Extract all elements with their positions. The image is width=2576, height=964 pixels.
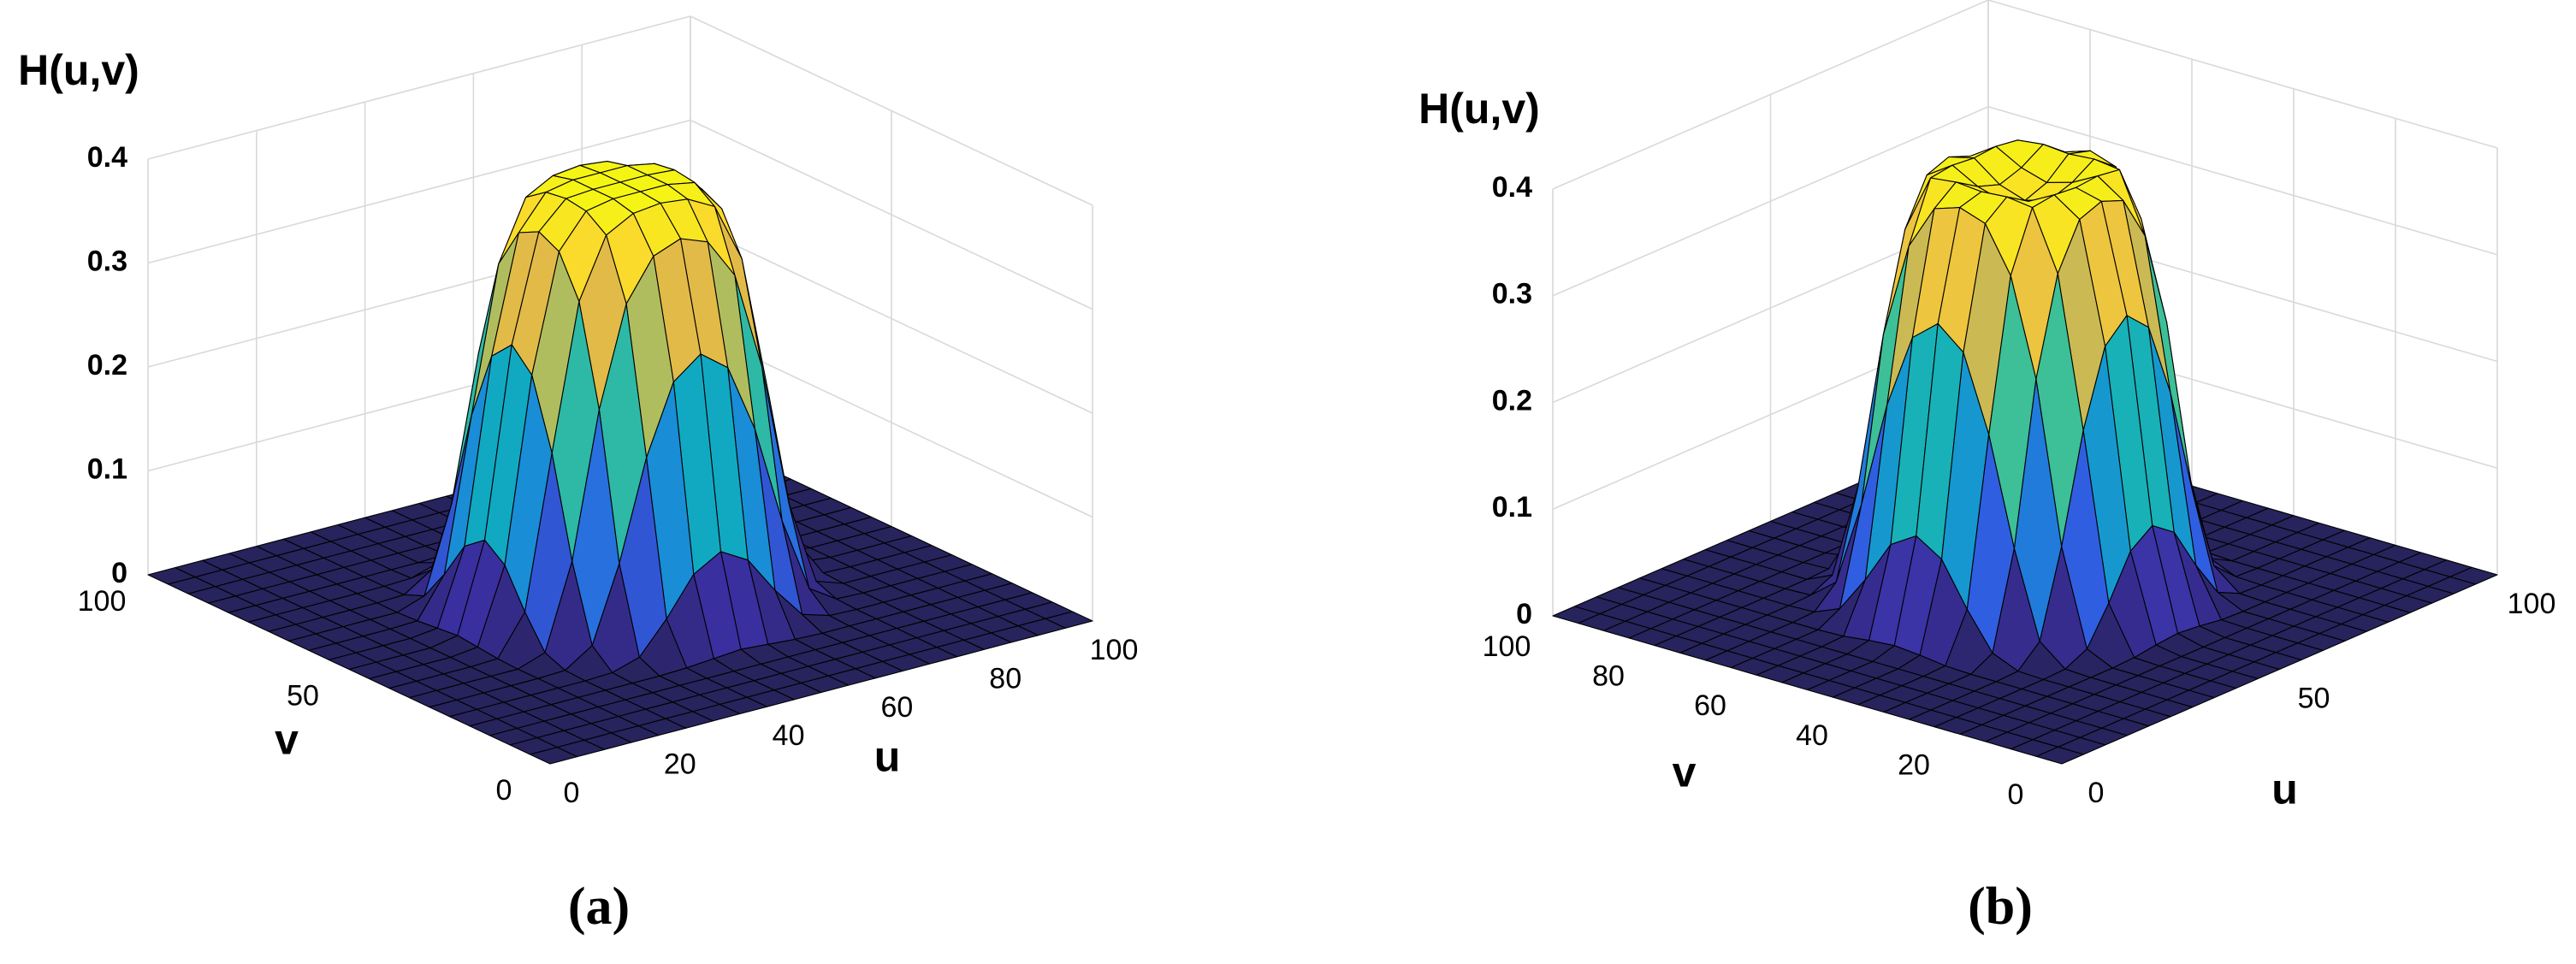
y-tick-label: 40: [1796, 719, 1828, 752]
grid-line: [1552, 0, 2498, 190]
z-tick-label: 0.2: [1492, 384, 1532, 417]
surface: [147, 161, 1093, 765]
z-tick-label: 0: [1516, 598, 1532, 630]
grid-line: [147, 15, 1093, 206]
y-tick-label: 80: [1592, 660, 1625, 693]
x-tick-label: 50: [2298, 682, 2330, 714]
z-axis-label: H(u,v): [1418, 85, 1540, 133]
surface-cell: [529, 747, 578, 765]
x-axis-label: u: [874, 733, 901, 781]
x-tick-label: 0: [564, 777, 580, 809]
z-tick-label: 0.4: [87, 141, 127, 174]
z-tick-label: 0.2: [87, 349, 127, 381]
z-tick-label: 0.4: [1492, 171, 1532, 204]
y-tick-label: 0: [2008, 778, 2024, 811]
y-axis-label: v: [275, 716, 299, 764]
x-tick-label: 20: [664, 748, 696, 781]
z-tick-label: 0.1: [87, 452, 127, 485]
x-tick-label: 0: [2088, 777, 2105, 809]
x-tick-label: 100: [2508, 588, 2556, 620]
x-axis-label: u: [2271, 766, 2298, 813]
y-tick-label: 0: [496, 774, 512, 807]
surface: [1552, 139, 2498, 765]
y-tick-label: 20: [1898, 748, 1930, 781]
z-tick-label: 0.3: [87, 245, 127, 277]
caption: (b): [1968, 878, 2033, 936]
y-tick-label: 60: [1694, 689, 1726, 722]
y-axis-label: v: [1673, 748, 1697, 796]
grid-line: [147, 119, 1093, 310]
y-tick-label: 100: [1483, 630, 1531, 663]
surface-cell: [2035, 746, 2084, 765]
x-tick-label: 40: [773, 719, 805, 752]
x-tick-label: 80: [989, 662, 1022, 695]
z-axis-label: H(u,v): [18, 46, 139, 94]
z-tick-label: 0: [111, 557, 127, 589]
caption: (a): [568, 878, 630, 936]
y-tick-label: 100: [78, 585, 127, 618]
z-tick-label: 0.3: [1492, 278, 1532, 310]
grid-line: [1552, 105, 2498, 297]
x-tick-label: 100: [1090, 634, 1139, 666]
z-tick-label: 0.1: [1492, 491, 1532, 523]
y-tick-label: 50: [287, 679, 319, 712]
x-tick-label: 60: [880, 691, 913, 724]
